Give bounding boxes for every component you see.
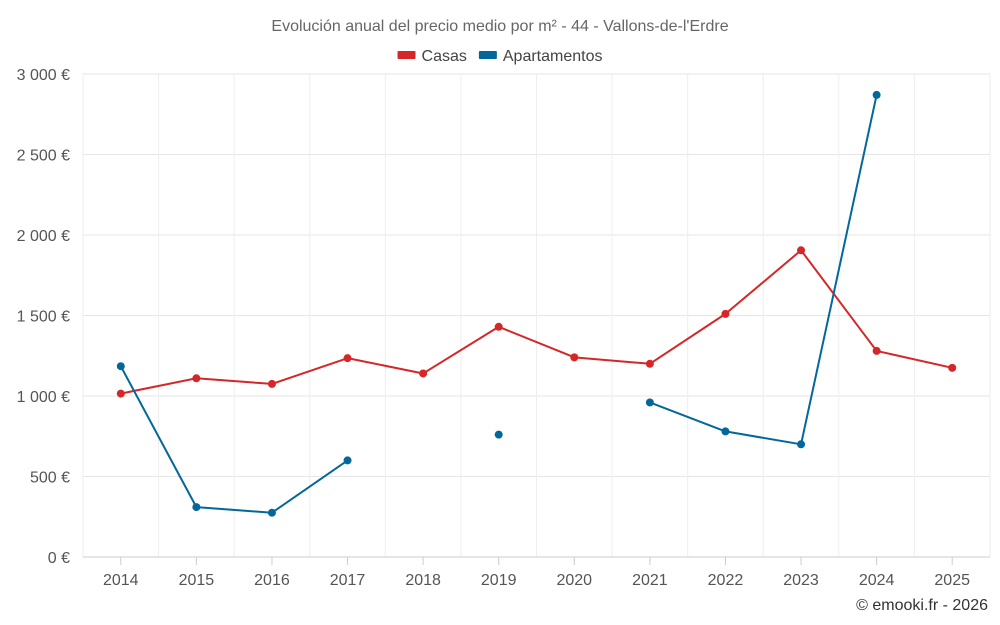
x-tick-label: 2024	[859, 572, 895, 589]
data-point[interactable]	[797, 246, 806, 255]
data-point[interactable]	[267, 508, 276, 517]
legend-swatch[interactable]	[478, 51, 497, 59]
series-apartamentos	[116, 90, 881, 517]
data-point[interactable]	[721, 427, 730, 436]
data-point[interactable]	[267, 379, 276, 388]
series-casas	[116, 246, 957, 398]
data-point[interactable]	[645, 359, 654, 368]
y-tick-label: 2 500 €	[17, 148, 70, 165]
x-tick-label: 2023	[783, 572, 819, 589]
data-point[interactable]	[645, 398, 654, 407]
x-tick-label: 2020	[556, 572, 592, 589]
data-point[interactable]	[797, 440, 806, 449]
x-tick-label: 2025	[934, 572, 970, 589]
y-tick-label: 3 000 €	[17, 67, 70, 84]
data-point[interactable]	[872, 346, 881, 355]
series-line	[119, 249, 954, 395]
data-point[interactable]	[192, 374, 201, 383]
x-tick-label: 2014	[103, 572, 139, 589]
x-tick-label: 2016	[254, 572, 290, 589]
x-tick-label: 2017	[330, 572, 366, 589]
data-point[interactable]	[343, 354, 352, 363]
data-point[interactable]	[872, 90, 881, 99]
x-tick-label: 2019	[481, 572, 517, 589]
credit-text: © emooki.fr - 2026	[856, 597, 988, 614]
y-tick-label: 2 000 €	[17, 228, 70, 245]
x-tick-label: 2018	[405, 572, 441, 589]
grid	[82, 73, 991, 558]
data-point[interactable]	[192, 503, 201, 512]
legend: Casas Apartamentos	[397, 48, 603, 65]
data-point[interactable]	[721, 309, 730, 318]
axes: 0 € 500 € 1 000 € 1 500 € 2 000 € 2 500 € 3 00…	[17, 67, 990, 589]
data-point[interactable]	[343, 456, 352, 465]
x-tick-label: 2022	[708, 572, 744, 589]
legend-swatch[interactable]	[397, 51, 416, 59]
y-tick-label: 500 €	[30, 470, 70, 487]
x-tick-label: 2015	[179, 572, 215, 589]
series-line	[119, 365, 349, 514]
data-point[interactable]	[494, 430, 503, 439]
data-point[interactable]	[419, 369, 428, 378]
data-point[interactable]	[494, 322, 503, 331]
y-tick-label: 0 €	[48, 550, 70, 567]
data-point[interactable]	[116, 362, 125, 371]
data-point[interactable]	[116, 389, 125, 398]
y-tick-label: 1 000 €	[17, 389, 70, 406]
y-tick-label: 1 500 €	[17, 309, 70, 326]
data-point[interactable]	[948, 363, 957, 372]
legend-label: Apartamentos	[503, 48, 603, 65]
x-tick-label: 2021	[632, 572, 668, 589]
series-layer	[116, 90, 957, 517]
series-line	[648, 93, 878, 446]
chart-title: Evolución anual del precio medio por m² …	[271, 18, 728, 35]
data-point[interactable]	[570, 353, 579, 362]
legend-label: Casas	[422, 48, 467, 65]
